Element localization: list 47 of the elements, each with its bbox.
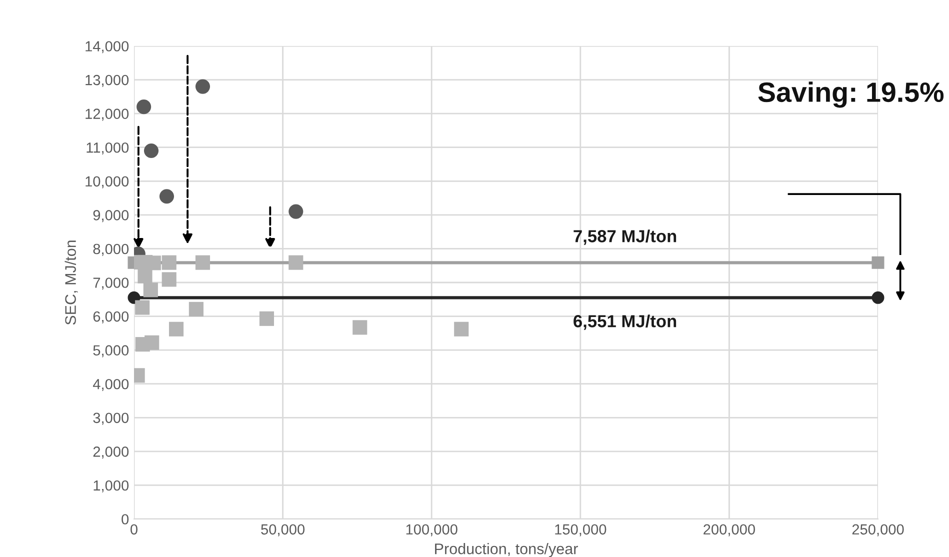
y-tick-label: 10,000 — [86, 176, 129, 188]
point — [138, 268, 152, 284]
y-tick-label: 4,000 — [92, 378, 129, 392]
annotation: Saving: 19.5% — [758, 82, 944, 108]
point — [872, 291, 884, 304]
x-tick-label: 150,000 — [555, 524, 606, 536]
point — [352, 320, 368, 335]
y-tick-label: 9,000 — [93, 210, 129, 222]
y-tick-label: 11,000 — [86, 142, 129, 155]
point — [188, 302, 204, 316]
point — [872, 256, 884, 269]
y-tick-label: 13,000 — [86, 74, 129, 87]
y-tick-label: 2,000 — [93, 446, 129, 459]
point — [159, 189, 174, 204]
point — [162, 272, 176, 287]
point — [288, 255, 304, 270]
x-tick-label: 200,000 — [704, 524, 755, 536]
point — [143, 282, 158, 298]
y-tick-label: 7,000 — [93, 278, 129, 290]
x-tick-label: 100,000 — [406, 524, 458, 536]
annotation: 7,587 MJ/ton — [574, 230, 676, 245]
x-tick-label: 50,000 — [261, 524, 305, 536]
y-tick-label: 8,000 — [93, 244, 129, 256]
y-tick-label: 0 — [122, 514, 129, 524]
x-axis-title: Production, tons/year — [435, 543, 578, 557]
point — [168, 322, 184, 336]
point — [259, 311, 274, 326]
y-tick-label: 1,000 — [94, 480, 129, 492]
point — [288, 204, 304, 219]
point — [454, 322, 469, 336]
y-axis-title: SEC, MJ/ton — [64, 240, 78, 325]
point — [136, 100, 152, 114]
x-tick-label: 0 — [130, 524, 138, 535]
x-tick-label: 250,000 — [852, 524, 904, 536]
y-tick-label: 12,000 — [86, 108, 129, 121]
y-tick-label: 6,000 — [93, 311, 129, 324]
annotation: 6,551 MJ/ton — [574, 314, 676, 330]
y-tick-label: 5,000 — [93, 345, 129, 358]
point — [128, 291, 140, 304]
point — [195, 79, 210, 94]
point — [144, 143, 159, 158]
point — [195, 255, 210, 270]
point — [162, 255, 176, 270]
point — [144, 335, 160, 350]
y-tick-label: 3,000 — [93, 412, 129, 425]
point — [135, 300, 150, 315]
y-tick-label: 14,000 — [86, 41, 129, 54]
